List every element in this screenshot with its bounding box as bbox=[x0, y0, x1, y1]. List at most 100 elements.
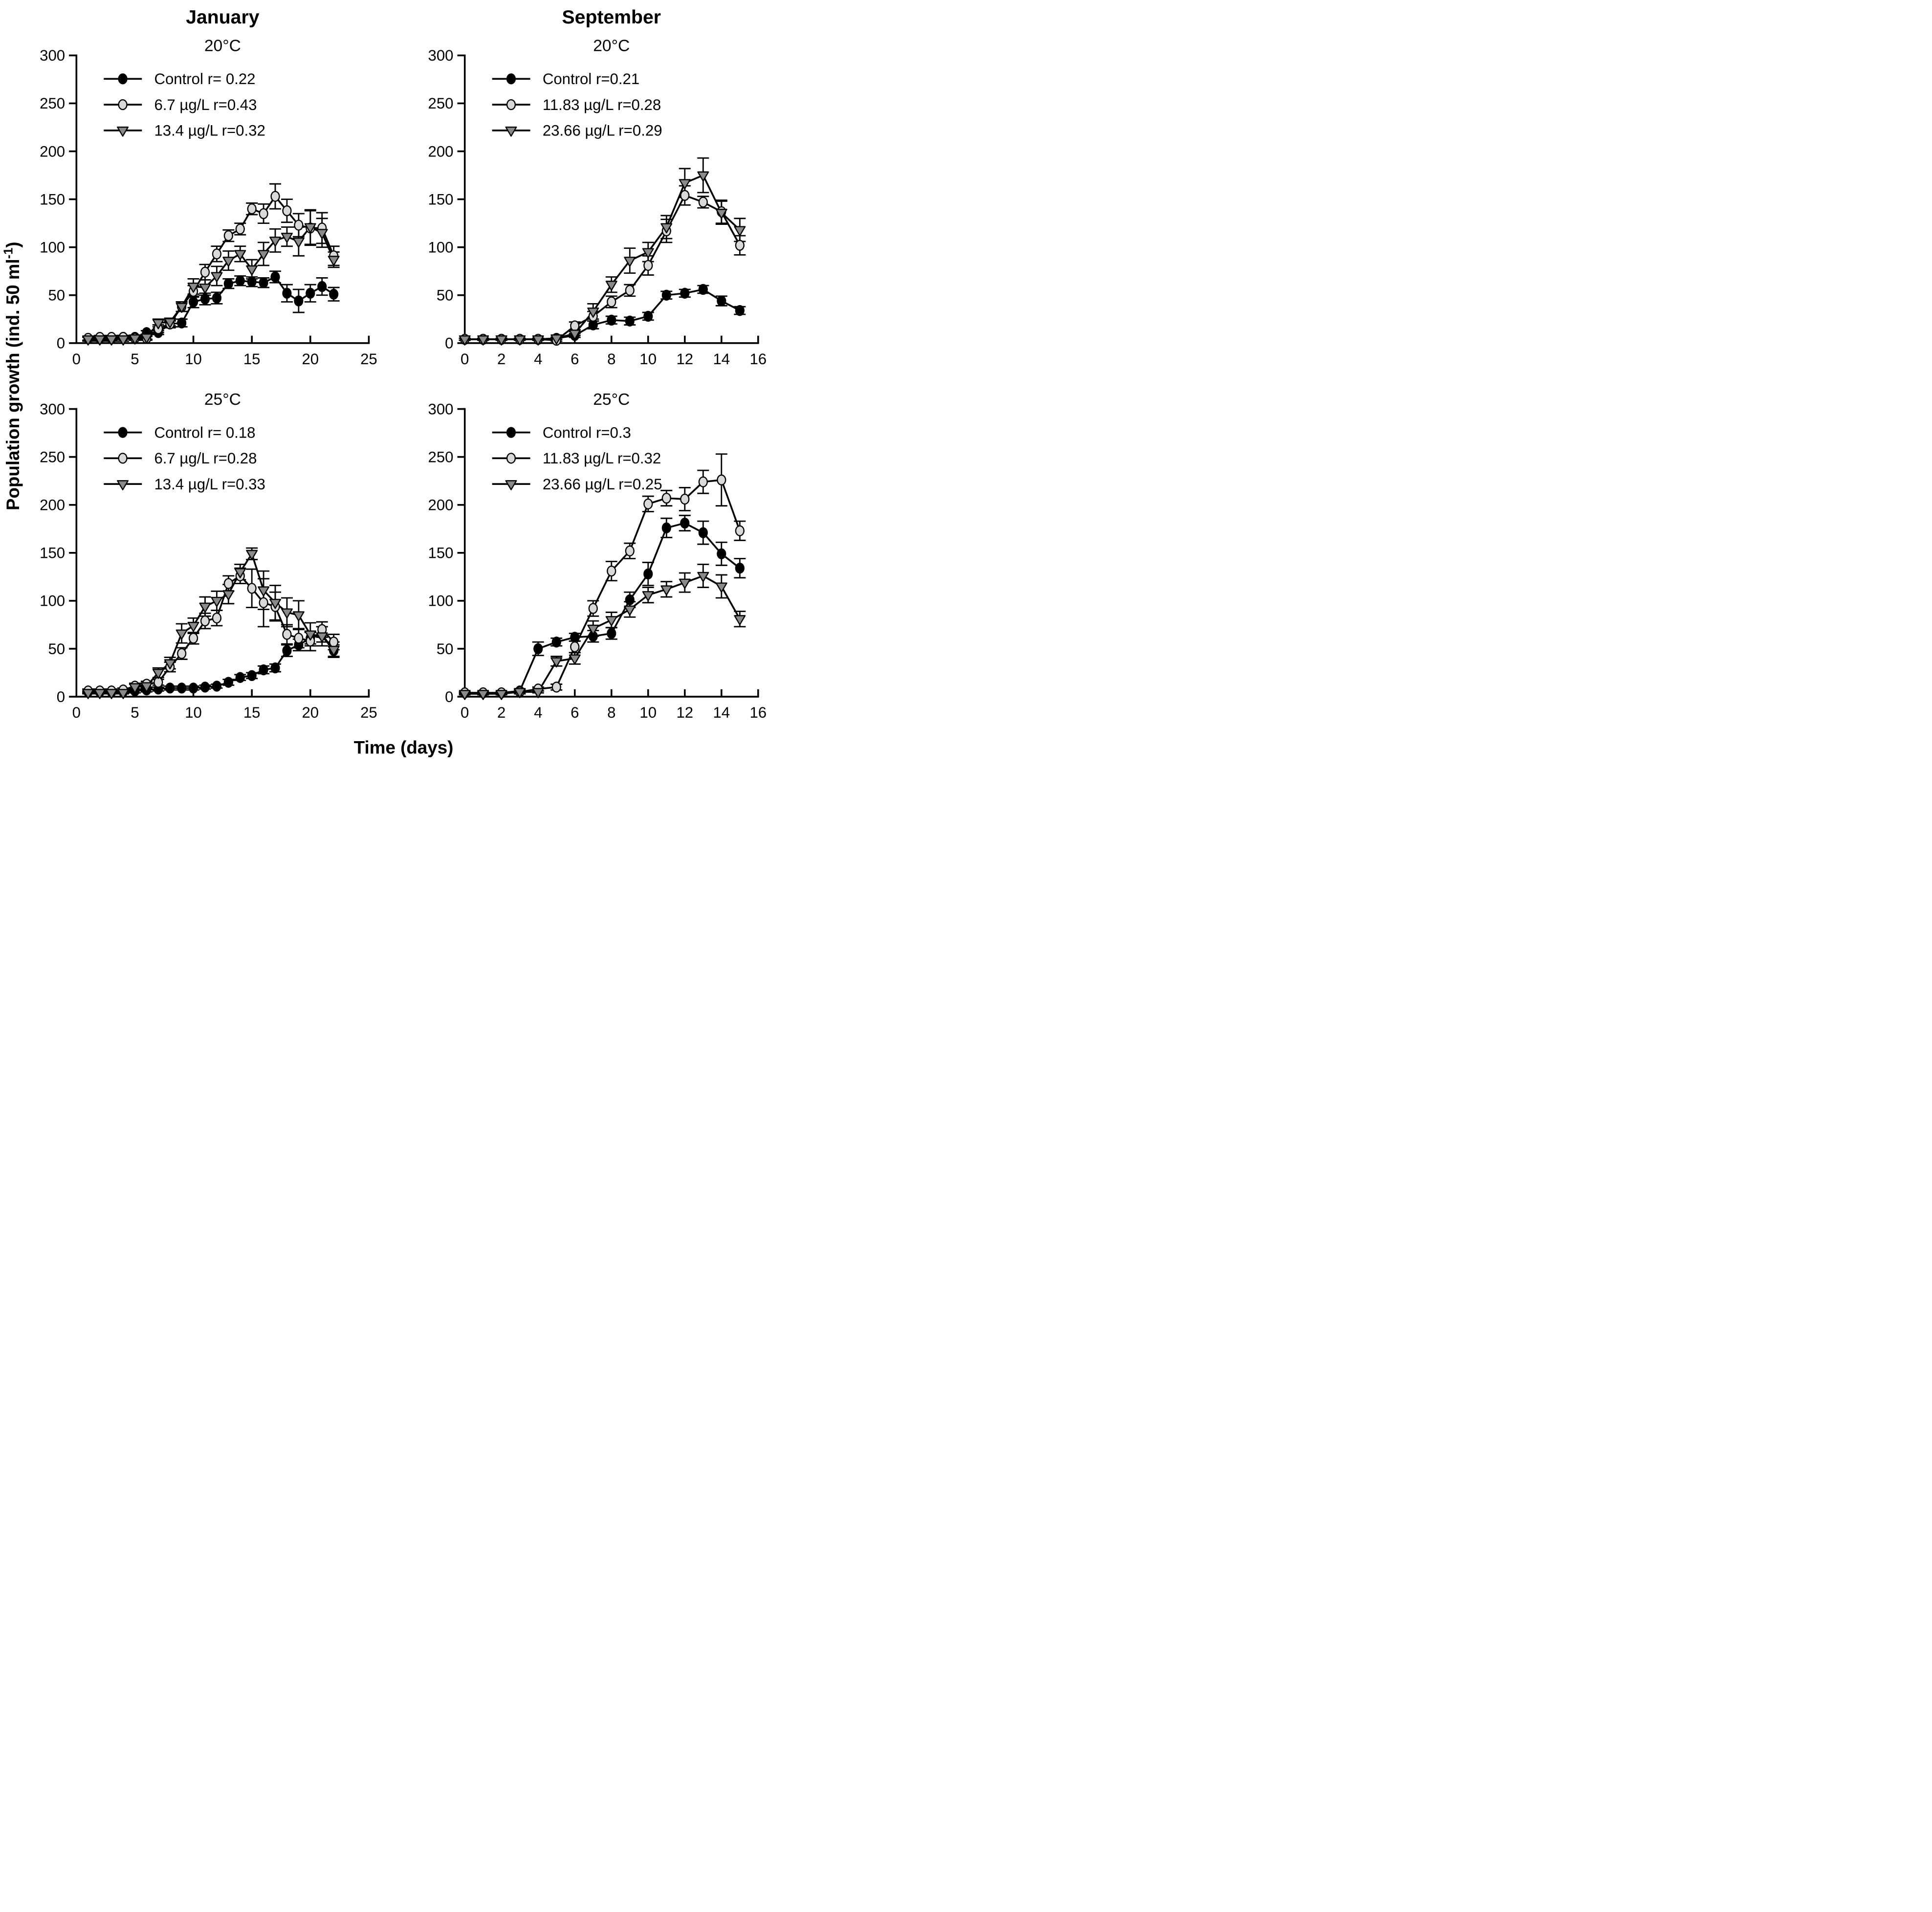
panel-subtitle: 20°C bbox=[204, 37, 241, 55]
legend: Control r= 0.22 6.7 µg/L r=0.43 13.4 µg/L … bbox=[104, 70, 265, 139]
x-tick-label: 0 bbox=[72, 351, 81, 368]
y-tick-label: 200 bbox=[428, 143, 454, 160]
x-tick-label: 10 bbox=[639, 704, 657, 721]
open-circle-marker bbox=[200, 615, 210, 627]
x-tick-label: 15 bbox=[243, 351, 261, 368]
triangle-down-marker bbox=[550, 657, 563, 668]
x-tick-label: 16 bbox=[749, 351, 767, 368]
triangle-down-marker bbox=[176, 629, 188, 640]
open-circle-marker bbox=[680, 190, 690, 201]
x-tick-label: 20 bbox=[302, 351, 319, 368]
legend-label: Control r= 0.18 bbox=[154, 424, 255, 441]
triangle-down-marker bbox=[605, 281, 617, 291]
triangle-down-marker bbox=[495, 690, 507, 700]
legend-open-circle-icon bbox=[506, 453, 516, 464]
open-circle-marker bbox=[588, 603, 598, 614]
triangle-down-marker bbox=[82, 335, 94, 346]
filled-circle-marker bbox=[247, 276, 257, 287]
open-circle-marker bbox=[607, 565, 616, 577]
open-circle-marker bbox=[223, 578, 233, 589]
population-growth-figure: January 20°C 0 50 100 150 200 250 300 0 5 10 15 20 25 C… bbox=[0, 0, 772, 765]
y-tick-label: 50 bbox=[48, 287, 65, 304]
open-circle-marker bbox=[294, 220, 304, 231]
triangle-down-marker bbox=[187, 621, 199, 632]
filled-circle-marker bbox=[680, 517, 690, 529]
y-tick-label: 150 bbox=[428, 191, 454, 208]
legend-label: 13.4 µg/L r=0.33 bbox=[154, 476, 265, 493]
triangle-down-marker bbox=[569, 330, 581, 340]
filled-circle-marker bbox=[625, 594, 635, 606]
open-circle-marker bbox=[223, 230, 233, 242]
open-circle-marker bbox=[282, 205, 292, 217]
y-tick-label: 200 bbox=[40, 497, 65, 514]
y-tick-label: 150 bbox=[40, 545, 65, 562]
triangle-down-marker bbox=[211, 596, 223, 607]
triangle-down-marker bbox=[152, 669, 164, 679]
legend-open-circle-icon bbox=[506, 99, 516, 110]
y-tick-label: 300 bbox=[428, 400, 454, 418]
x-tick-label: 4 bbox=[534, 704, 542, 721]
filled-circle-marker bbox=[247, 670, 257, 681]
filled-circle-marker bbox=[235, 275, 245, 286]
triangle-down-marker bbox=[316, 632, 328, 643]
triangle-down-marker bbox=[477, 335, 489, 346]
open-circle-marker bbox=[570, 320, 580, 331]
x-tick-label: 8 bbox=[607, 351, 615, 368]
triangle-down-marker bbox=[211, 272, 223, 283]
open-circle-marker bbox=[294, 633, 304, 644]
y-tick-label: 300 bbox=[40, 400, 65, 418]
y-axis-label-superscript: -1 bbox=[2, 248, 16, 259]
filled-circle-marker bbox=[306, 287, 315, 299]
y-tick-label: 150 bbox=[428, 545, 454, 562]
open-circle-marker bbox=[177, 648, 187, 659]
filled-circle-marker bbox=[717, 548, 726, 559]
triangle-down-marker bbox=[246, 549, 258, 560]
filled-circle-marker bbox=[329, 288, 339, 300]
legend-triangle-down-icon bbox=[505, 480, 517, 490]
filled-circle-marker bbox=[294, 295, 304, 307]
y-axis-label: Population growth (ind. 50 ml-1) bbox=[2, 242, 23, 510]
open-circle-marker bbox=[643, 498, 653, 509]
triangle-down-marker bbox=[660, 223, 673, 234]
legend: Control r= 0.18 6.7 µg/L r=0.28 13.4 µg/L … bbox=[104, 424, 265, 493]
triangle-down-marker bbox=[140, 333, 153, 344]
triangle-down-marker bbox=[106, 335, 118, 346]
triangle-down-marker bbox=[550, 334, 563, 345]
x-tick-label: 6 bbox=[571, 351, 579, 368]
triangle-down-marker bbox=[734, 226, 746, 237]
filled-circle-marker bbox=[177, 682, 187, 694]
filled-circle-marker bbox=[235, 672, 245, 683]
x-tick-label: 8 bbox=[607, 704, 615, 721]
y-tick-label: 0 bbox=[57, 335, 65, 352]
legend-label: 13.4 µg/L r=0.32 bbox=[154, 122, 265, 139]
legend-filled-circle-icon bbox=[118, 427, 128, 438]
filled-circle-marker bbox=[223, 278, 233, 289]
x-tick-label: 14 bbox=[713, 351, 730, 368]
triangle-down-marker bbox=[258, 250, 270, 261]
filled-circle-marker bbox=[735, 563, 745, 574]
open-circle-marker bbox=[698, 197, 708, 208]
legend-filled-circle-icon bbox=[506, 427, 516, 438]
triangle-down-marker bbox=[514, 335, 526, 346]
panel-subtitle: 20°C bbox=[593, 37, 630, 55]
y-tick-label: 300 bbox=[428, 47, 454, 64]
triangle-down-marker bbox=[106, 689, 118, 700]
y-axis-label-suffix: ) bbox=[3, 242, 23, 247]
filled-circle-marker bbox=[188, 296, 198, 308]
series-line bbox=[88, 226, 335, 340]
open-circle-marker bbox=[643, 260, 653, 271]
x-tick-label: 14 bbox=[713, 704, 730, 721]
triangle-down-marker bbox=[734, 615, 746, 625]
triangle-down-marker bbox=[258, 586, 270, 597]
filled-circle-marker bbox=[200, 293, 210, 305]
triangle-down-marker bbox=[715, 209, 727, 219]
y-tick-label: 100 bbox=[40, 593, 65, 610]
triangle-down-marker bbox=[292, 611, 305, 622]
y-tick-label: 0 bbox=[445, 688, 453, 705]
filled-circle-marker bbox=[643, 568, 653, 580]
x-tick-label: 5 bbox=[131, 351, 139, 368]
triangle-down-marker bbox=[269, 236, 282, 247]
legend-label: 23.66 µg/L r=0.29 bbox=[543, 122, 662, 139]
x-tick-label: 15 bbox=[243, 704, 261, 721]
